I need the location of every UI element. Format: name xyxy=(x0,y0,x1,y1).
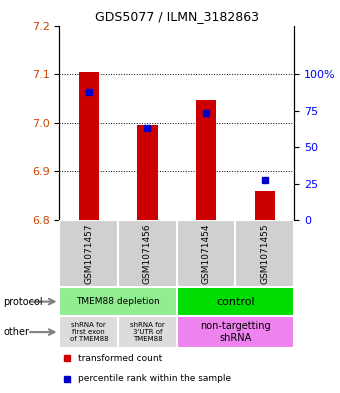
Text: protocol: protocol xyxy=(3,297,43,307)
Bar xyxy=(59,220,118,287)
Text: GSM1071457: GSM1071457 xyxy=(84,223,93,284)
Text: transformed count: transformed count xyxy=(78,354,163,363)
Bar xyxy=(118,220,177,287)
Bar xyxy=(59,287,177,316)
Bar xyxy=(255,191,275,220)
Text: percentile rank within the sample: percentile rank within the sample xyxy=(78,374,232,383)
Bar xyxy=(79,72,99,220)
Text: GSM1071456: GSM1071456 xyxy=(143,223,152,284)
Bar xyxy=(137,125,158,220)
Bar xyxy=(59,316,118,348)
Text: other: other xyxy=(3,327,29,337)
Bar xyxy=(177,287,294,316)
Text: GSM1071455: GSM1071455 xyxy=(260,223,269,284)
Bar xyxy=(177,220,235,287)
Bar xyxy=(118,316,177,348)
Text: control: control xyxy=(216,297,255,307)
Title: GDS5077 / ILMN_3182863: GDS5077 / ILMN_3182863 xyxy=(95,10,259,23)
Bar xyxy=(235,220,294,287)
Bar xyxy=(196,101,216,220)
Text: TMEM88 depletion: TMEM88 depletion xyxy=(76,297,160,306)
Text: shRNA for
3'UTR of
TMEM88: shRNA for 3'UTR of TMEM88 xyxy=(130,322,165,342)
Text: shRNA for
first exon
of TMEM88: shRNA for first exon of TMEM88 xyxy=(69,322,108,342)
Bar xyxy=(177,316,294,348)
Text: GSM1071454: GSM1071454 xyxy=(202,223,210,284)
Text: non-targetting
shRNA: non-targetting shRNA xyxy=(200,321,271,343)
